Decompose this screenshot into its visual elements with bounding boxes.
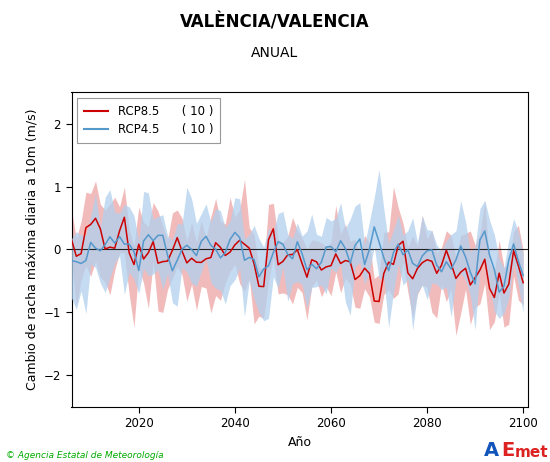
Text: VALÈNCIA/VALENCIA: VALÈNCIA/VALENCIA (180, 14, 370, 32)
Text: © Agencia Estatal de Meteorología: © Agencia Estatal de Meteorología (6, 451, 163, 460)
Y-axis label: Cambio de racha máxima diaria a 10m (m/s): Cambio de racha máxima diaria a 10m (m/s… (25, 109, 38, 390)
Text: ANUAL: ANUAL (251, 46, 299, 60)
X-axis label: Año: Año (288, 436, 312, 449)
Text: met: met (514, 445, 548, 460)
Legend: RCP8.5      ( 10 ), RCP4.5      ( 10 ): RCP8.5 ( 10 ), RCP4.5 ( 10 ) (78, 98, 220, 143)
Text: E: E (502, 441, 515, 460)
Text: A: A (484, 441, 499, 460)
